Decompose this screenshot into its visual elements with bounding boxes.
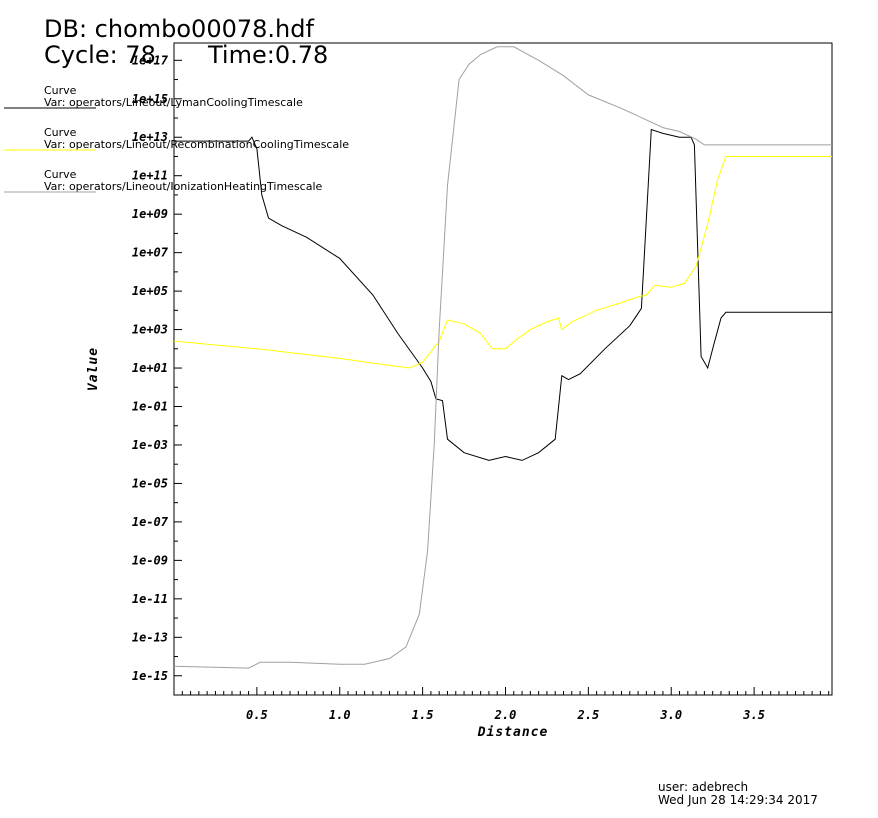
legend-0-label: Curve: [44, 84, 77, 97]
legend-1-var: Var: operators/Lineout/RecombinationCool…: [44, 138, 350, 151]
x-axis-label: Distance: [477, 725, 549, 740]
x-tick-label: 2.5: [577, 708, 600, 722]
x-tick-label: 1.5: [412, 708, 434, 722]
y-tick-label: 1e+05: [132, 284, 168, 298]
series-line-RecombinationCoolingTimescale: [173, 156, 832, 369]
x-tick-label: 3.5: [742, 708, 765, 722]
series-line-IonizationHeatingTimescale: [173, 46, 832, 669]
y-tick-label: 1e-15: [132, 669, 168, 683]
y-tick-label: 1e-13: [132, 630, 168, 644]
y-tick-label: 1e-01: [132, 400, 168, 414]
y-tick-label: 1e+07: [132, 246, 169, 260]
y-tick-label: 1e-09: [132, 553, 168, 567]
footer-user: user: adebrech: [658, 780, 749, 794]
y-tick-label: 1e+09: [132, 207, 168, 221]
y-tick-label: 1e+15: [132, 92, 168, 106]
x-tick-label: 1.0: [329, 708, 351, 722]
y-tick-label: 1e-03: [132, 438, 168, 452]
time-label: Time:0.78: [208, 41, 329, 69]
x-tick-label: 2.0: [494, 708, 517, 722]
cycle-label: Cycle: 78: [44, 41, 156, 69]
y-tick-label: 1e-07: [132, 515, 169, 529]
y-tick-label: 1e+17: [132, 53, 169, 67]
x-tick-label: 3.0: [659, 708, 682, 722]
legend-2-label: Curve: [44, 168, 77, 181]
legend-1-label: Curve: [44, 126, 77, 139]
y-axis-label: Value: [86, 347, 101, 391]
footer-date: Wed Jun 28 14:29:34 2017: [658, 793, 818, 807]
y-tick-label: 1e+11: [132, 169, 168, 183]
database-title: DB: chombo00078.hdf: [44, 15, 314, 43]
y-tick-label: 1e-11: [132, 592, 168, 606]
plot-frame: [173, 42, 833, 696]
y-tick-label: 1e+01: [132, 361, 168, 375]
y-tick-label: 1e-05: [132, 476, 168, 490]
legend-2-var: Var: operators/Lineout/IonizationHeating…: [44, 180, 323, 193]
x-tick-label: 0.5: [246, 708, 268, 722]
legend-0-var: Var: operators/Lineout/LymanCoolingTimes…: [44, 96, 303, 109]
y-tick-label: 1e+03: [132, 323, 168, 337]
y-tick-label: 1e+13: [132, 130, 168, 144]
series-line-LymanCoolingTimescale: [174, 128, 832, 461]
